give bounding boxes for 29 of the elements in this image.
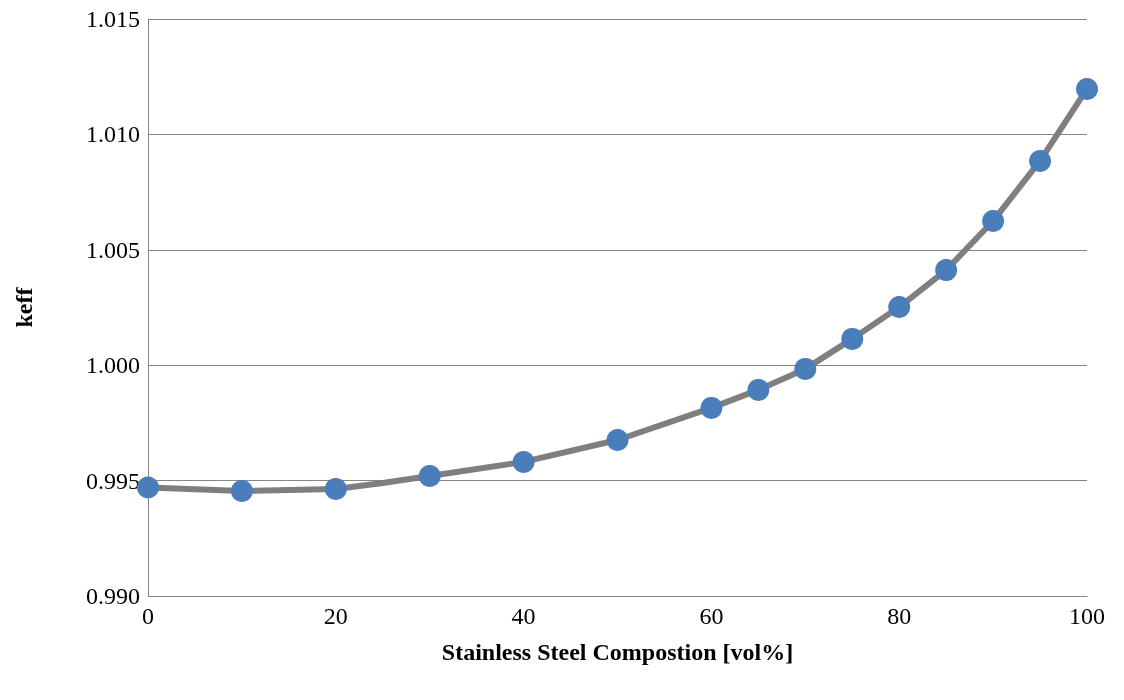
x-axis-title: Stainless Steel Compostion [vol%] (441, 639, 794, 665)
point (137, 476, 159, 499)
point (418, 464, 441, 487)
point (606, 428, 629, 451)
x-tick-label: 80 (887, 603, 912, 629)
x-tick-label: 60 (699, 603, 724, 629)
y-tick-label: 1.005 (86, 236, 140, 263)
x-tick-label: 40 (511, 603, 536, 629)
y-tick-label: 0.995 (86, 467, 140, 494)
y-tick-label: 1.015 (86, 6, 140, 32)
x-tick-label: 100 (1069, 603, 1105, 629)
y-tick-label: 0.990 (86, 583, 140, 609)
point (1076, 77, 1098, 100)
x-tick-label: 0 (142, 603, 154, 629)
y-tick-label: 1.010 (86, 121, 140, 148)
point (324, 477, 347, 500)
point (700, 396, 723, 419)
y-axis-title: keff (11, 286, 37, 328)
point (1029, 149, 1052, 172)
point (230, 479, 253, 502)
point (747, 378, 770, 401)
y-tick-label: 1.000 (86, 352, 140, 379)
point (512, 450, 535, 473)
point (982, 209, 1005, 232)
point (888, 296, 911, 319)
x-tick-label: 20 (323, 603, 348, 629)
point (794, 357, 817, 380)
point (841, 327, 864, 350)
point (935, 259, 958, 282)
